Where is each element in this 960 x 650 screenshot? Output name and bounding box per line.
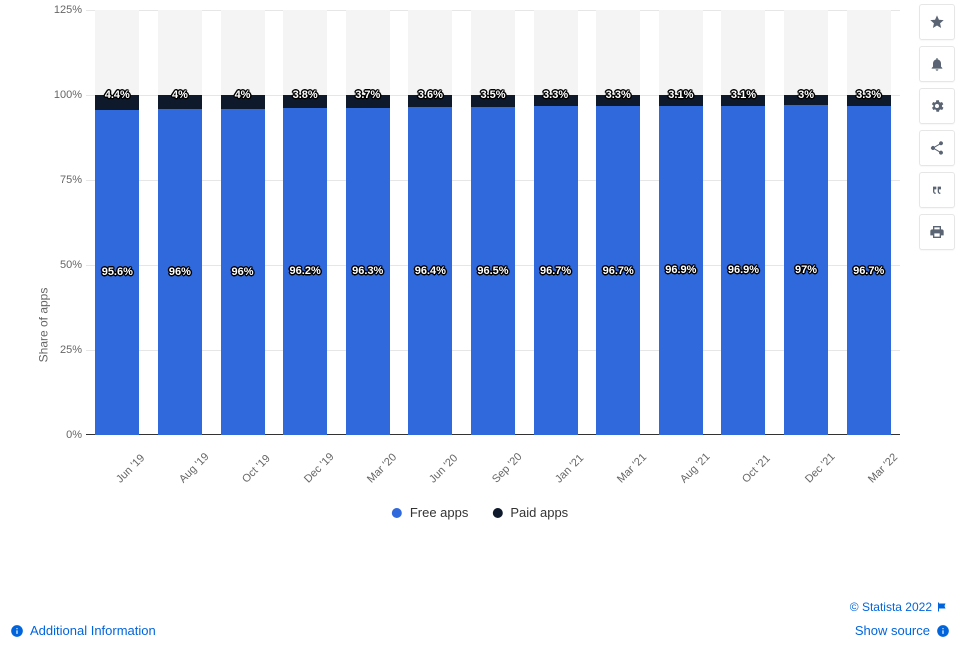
bar-free-label: 96.9% bbox=[728, 264, 759, 276]
bar-paid-label: 4% bbox=[235, 89, 251, 101]
footer: Additional Information Show source bbox=[0, 595, 960, 650]
x-label-4: Mar '20 bbox=[365, 433, 417, 485]
notify-button[interactable] bbox=[919, 46, 955, 82]
print-icon bbox=[929, 224, 945, 240]
x-label-2: Oct '19 bbox=[240, 433, 292, 485]
additional-info-text: Additional Information bbox=[30, 623, 156, 638]
bar-slot-3: 96.2% 3.8% bbox=[274, 10, 337, 435]
gear-icon bbox=[929, 98, 945, 114]
bell-icon bbox=[929, 56, 945, 72]
bar-paid-label: 3.8% bbox=[293, 89, 318, 101]
bar-slot-10: 96.9% 3.1% bbox=[712, 10, 775, 435]
x-label-7: Jan '21 bbox=[553, 433, 605, 485]
bar-slot-4: 96.3% 3.7% bbox=[336, 10, 399, 435]
bar-slot-0: 95.6% 4.4% bbox=[86, 10, 149, 435]
show-source-link[interactable]: Show source bbox=[855, 623, 950, 650]
bar-free-label: 96.9% bbox=[665, 264, 696, 276]
side-toolbar bbox=[919, 4, 955, 250]
x-label-12: Mar '22 bbox=[866, 433, 918, 485]
plot-region: 0%25%50%75%100%125%95.6%4.4%Jun '1996%4%… bbox=[86, 10, 900, 435]
bar-free-label: 95.6% bbox=[102, 266, 133, 278]
quote-icon bbox=[929, 182, 945, 198]
x-label-3: Dec '19 bbox=[302, 433, 354, 485]
bar-paid-label: 4% bbox=[172, 89, 188, 101]
x-label-6: Sep '20 bbox=[490, 433, 542, 485]
share-button[interactable] bbox=[919, 130, 955, 166]
legend-swatch-paid bbox=[492, 508, 502, 518]
bar-slot-12: 96.7% 3.3% bbox=[837, 10, 900, 435]
bar-slot-7: 96.7% 3.3% bbox=[524, 10, 587, 435]
x-label-5: Jun '20 bbox=[427, 433, 479, 485]
bar-free-label: 96.7% bbox=[540, 265, 571, 277]
bar-paid-label: 3.7% bbox=[355, 89, 380, 101]
bar-slot-1: 96% 4% bbox=[149, 10, 212, 435]
chart-area: 0%25%50%75%100%125%95.6%4.4%Jun '1996%4%… bbox=[48, 10, 900, 460]
bar-slot-6: 96.5% 3.5% bbox=[462, 10, 525, 435]
bar-paid-label: 4.4% bbox=[105, 89, 130, 101]
legend-item-paid[interactable]: Paid apps bbox=[492, 505, 568, 520]
bar-free-label: 96.5% bbox=[477, 265, 508, 277]
x-label-8: Mar '21 bbox=[615, 433, 667, 485]
bar-paid-label: 3.1% bbox=[731, 89, 756, 101]
chart-container: Share of apps 0%25%50%75%100%125%95.6%4.… bbox=[0, 0, 960, 650]
bar-paid-label: 3% bbox=[798, 89, 814, 101]
bar-slot-8: 96.7% 3.3% bbox=[587, 10, 650, 435]
x-label-9: Aug '21 bbox=[678, 433, 730, 485]
favorite-button[interactable] bbox=[919, 4, 955, 40]
bar-free-label: 96% bbox=[169, 266, 191, 278]
x-label-10: Oct '21 bbox=[740, 433, 792, 485]
bar-slot-2: 96% 4% bbox=[211, 10, 274, 435]
bar-paid-label: 3.3% bbox=[856, 89, 881, 101]
bar-free-label: 96.7% bbox=[853, 265, 884, 277]
bar-slot-5: 96.4% 3.6% bbox=[399, 10, 462, 435]
x-label-0: Jun '19 bbox=[114, 433, 166, 485]
bar-free-label: 96% bbox=[232, 266, 254, 278]
bar-free-label: 96.2% bbox=[290, 265, 321, 277]
bar-paid-label: 3.6% bbox=[418, 89, 443, 101]
bar-free-label: 97% bbox=[795, 264, 817, 276]
bar-slot-11: 97% 3% bbox=[775, 10, 838, 435]
info-icon bbox=[936, 624, 950, 638]
print-button[interactable] bbox=[919, 214, 955, 250]
legend: Free apps Paid apps bbox=[392, 505, 568, 520]
info-icon bbox=[10, 624, 24, 638]
bar-paid-label: 3.1% bbox=[668, 89, 693, 101]
bar-slot-9: 96.9% 3.1% bbox=[650, 10, 713, 435]
bar-free-label: 96.3% bbox=[352, 265, 383, 277]
bar-paid-label: 3.5% bbox=[480, 89, 505, 101]
bar-paid-label: 3.3% bbox=[606, 89, 631, 101]
legend-swatch-free bbox=[392, 508, 402, 518]
cite-button[interactable] bbox=[919, 172, 955, 208]
additional-info-link[interactable]: Additional Information bbox=[10, 623, 156, 650]
bar-free-label: 96.7% bbox=[603, 265, 634, 277]
legend-label-free: Free apps bbox=[410, 505, 469, 520]
x-label-1: Aug '19 bbox=[177, 433, 229, 485]
x-label-11: Dec '21 bbox=[803, 433, 855, 485]
bar-free-label: 96.4% bbox=[415, 265, 446, 277]
show-source-text: Show source bbox=[855, 623, 930, 638]
settings-button[interactable] bbox=[919, 88, 955, 124]
bar-paid-label: 3.3% bbox=[543, 89, 568, 101]
share-icon bbox=[929, 140, 945, 156]
legend-item-free[interactable]: Free apps bbox=[392, 505, 469, 520]
legend-label-paid: Paid apps bbox=[510, 505, 568, 520]
star-icon bbox=[929, 14, 945, 30]
